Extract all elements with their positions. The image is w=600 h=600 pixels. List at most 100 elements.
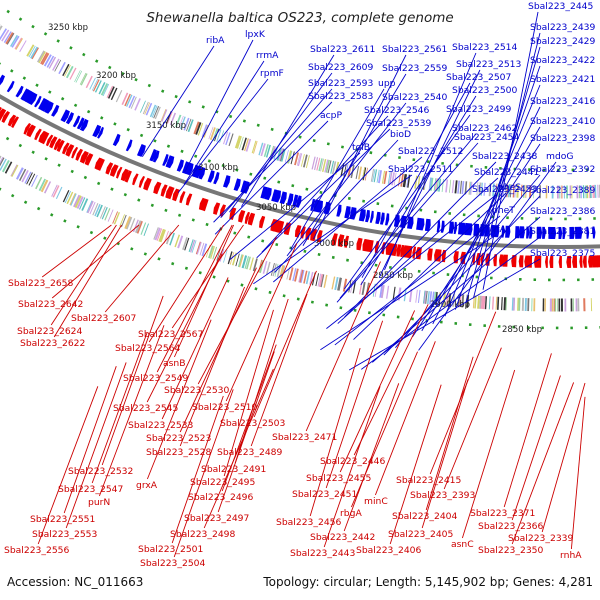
leader-line-bottom [511, 375, 561, 521]
cog-block [559, 185, 561, 199]
cog-block [527, 298, 530, 312]
cog-block [0, 157, 5, 167]
leader-line-top [290, 88, 385, 250]
cog-block [576, 185, 579, 199]
gene-label-top: Sbal223_2386 [530, 206, 596, 217]
cog-block [585, 185, 587, 199]
gene-arrow [575, 226, 579, 239]
cog-block [347, 164, 352, 178]
gene-arrow [591, 255, 599, 268]
cog-block [104, 208, 111, 221]
cog-block [66, 65, 74, 79]
cog-block [69, 67, 77, 80]
gene-label-top: Sbal223_2422 [530, 55, 595, 66]
gene-label-top: Sbal223_2540 [382, 92, 448, 103]
gene-arrow [511, 255, 517, 268]
cog-block [223, 250, 228, 263]
cog-block [318, 158, 323, 172]
cog-block [280, 148, 286, 162]
leader-line-top [184, 39, 254, 173]
cog-block [355, 166, 360, 179]
cog-block [40, 52, 48, 65]
cog-block [575, 298, 578, 312]
cog-block [374, 284, 378, 297]
gene-arrow [49, 136, 58, 149]
cog-block [223, 131, 229, 145]
gene-label-top: Sbal223_2392 [530, 164, 595, 175]
cog-block [380, 285, 385, 299]
cog-block [142, 101, 149, 115]
cog-block [303, 154, 308, 168]
cog-block [400, 173, 404, 187]
cog-block [112, 211, 118, 224]
cog-block [107, 86, 115, 99]
leader-line-top [372, 216, 541, 363]
gene-arrow [6, 80, 15, 93]
cog-block [252, 258, 258, 272]
cog-block [407, 174, 411, 188]
gene-label-bottom: Sbal223_2501 [138, 544, 203, 555]
cog-block [48, 56, 57, 69]
cog-block [279, 265, 285, 279]
cog-block [184, 237, 190, 251]
gene-label-bottom: Sbal223_2533 [128, 420, 194, 431]
cog-block [331, 161, 337, 175]
cog-block [352, 280, 357, 294]
gene-arrow [71, 146, 79, 159]
cog-block [40, 179, 49, 193]
gene-arrow [229, 207, 237, 220]
gene-label-top: Sbal223_2429 [530, 36, 596, 47]
leader-line-bottom [51, 224, 140, 299]
gene-label-bottom: Sbal223_2404 [392, 511, 458, 522]
leader-line-top [320, 234, 497, 351]
leader-line-bottom [179, 286, 245, 447]
cog-block [2, 160, 10, 173]
cog-block [144, 102, 151, 115]
gene-arrow [518, 255, 524, 268]
gene-label-top: Sbal223_2559 [382, 63, 448, 74]
cog-block [551, 185, 554, 199]
cog-block [386, 285, 390, 299]
gene-label-top: Sbal223_2410 [530, 116, 596, 127]
cog-block [216, 248, 221, 261]
kbp-label: 3050 kbp [256, 203, 296, 213]
gene-arrow [259, 215, 266, 229]
gene-arrow [176, 159, 184, 172]
cog-block [483, 182, 486, 196]
leader-line-bottom [461, 369, 516, 539]
cog-block [423, 290, 426, 304]
gene-label-bottom: Sbal223_2491 [201, 464, 266, 475]
cog-block [43, 54, 52, 67]
cog-block [318, 273, 324, 287]
cog-block [197, 123, 204, 136]
cog-block [244, 138, 249, 152]
cog-block [311, 156, 316, 170]
gene-label-bottom: Sbal223_2622 [20, 338, 85, 349]
cog-block [208, 245, 214, 259]
gene-arrow [549, 256, 554, 268]
gene-label-top: Sbal223_2561 [382, 44, 447, 55]
cog-block [74, 195, 82, 208]
gene-arrow [92, 124, 102, 138]
cog-block [330, 160, 335, 174]
leader-line-bottom [305, 261, 381, 432]
gene-arrow [292, 194, 298, 207]
cog-block [134, 98, 141, 111]
cog-block [130, 96, 137, 109]
gene-label-bottom: Sbal223_2455 [306, 473, 372, 484]
cog-block [269, 145, 275, 159]
gene-label-top: Sbal223_2421 [530, 74, 595, 85]
cog-block [55, 186, 63, 199]
gene-label-bottom: Sbal223_2451 [292, 489, 357, 500]
gene-label-bottom: Sbal223_2551 [30, 514, 95, 525]
cog-block [69, 193, 76, 206]
gene-arrow [233, 178, 241, 191]
gene-arrow [185, 193, 193, 206]
gene-arrow [412, 246, 417, 259]
leader-line-bottom [41, 224, 112, 278]
gene-arrow [362, 238, 370, 252]
leader-line-bottom [65, 362, 127, 529]
cog-block [235, 253, 240, 267]
leader-line-top [444, 84, 541, 317]
map-title: Shewanella baltica OS223, complete genom… [146, 10, 453, 26]
